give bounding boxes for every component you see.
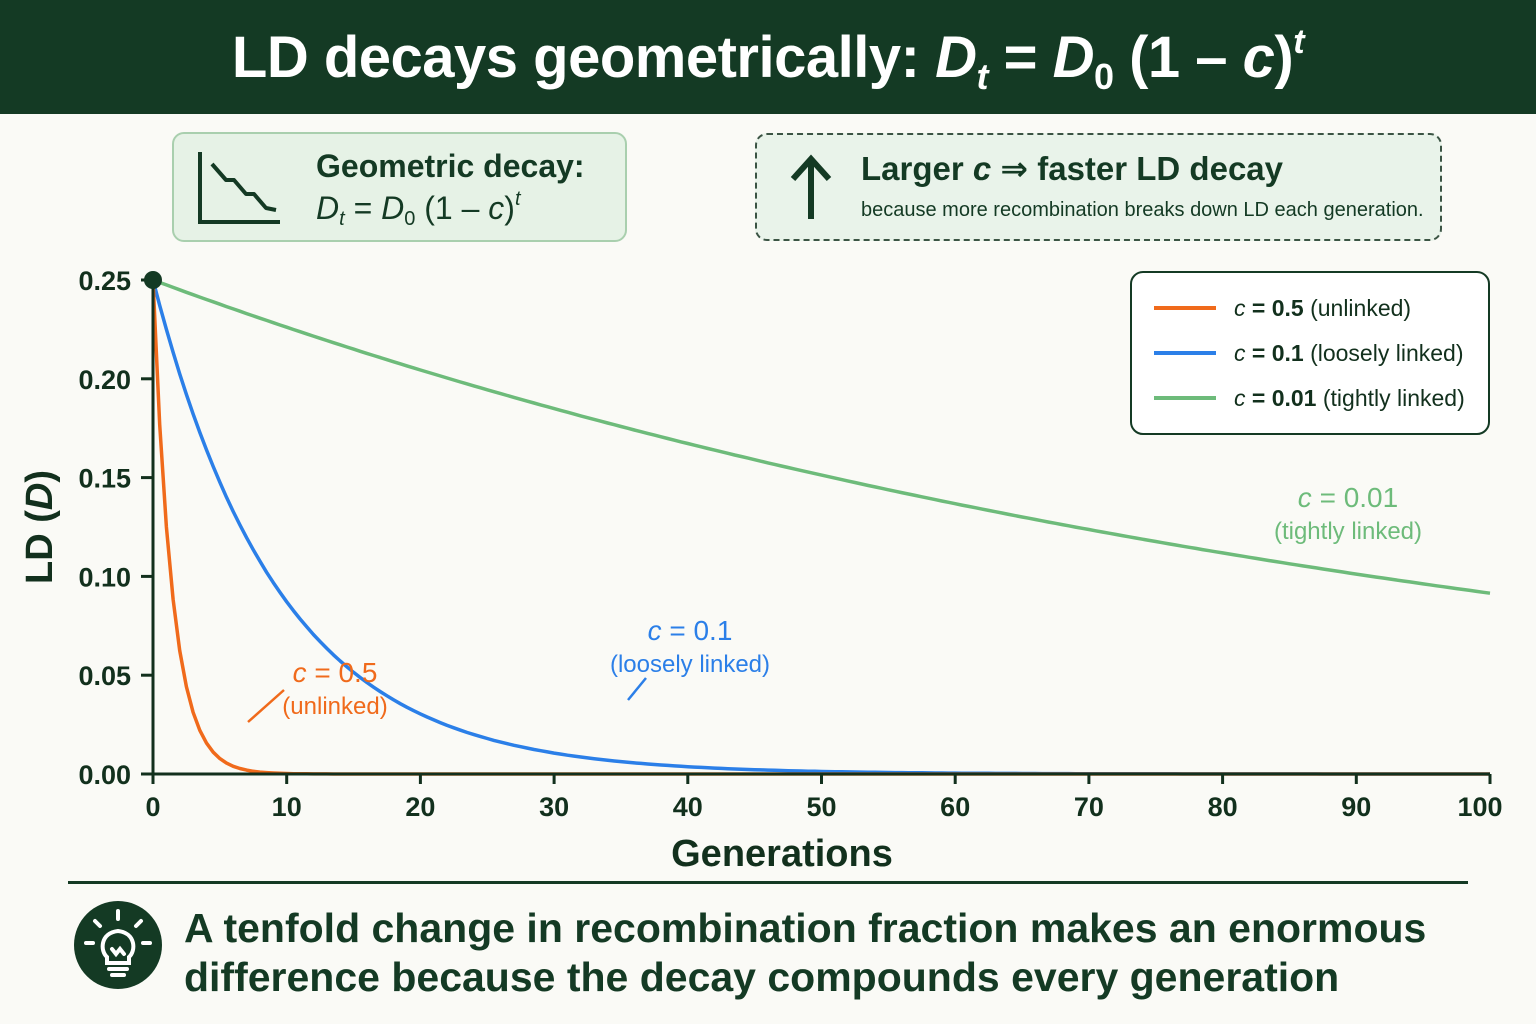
title-banner: LD decays geometrically: Dt = D0 (1 – c)…	[0, 0, 1536, 114]
series-label-name: c = 0.1	[648, 615, 733, 646]
label-leader-line	[627, 677, 647, 701]
formula-var-d: D	[316, 190, 340, 226]
x-tick-label: 90	[1341, 792, 1371, 822]
legend-box	[1130, 271, 1490, 435]
series-label-note: (tightly linked)	[1274, 518, 1422, 545]
x-tick-label: 0	[145, 792, 160, 822]
x-tick-label: 70	[1074, 792, 1104, 822]
formula-close: )	[504, 190, 515, 226]
insight-head-suffix: ⇒ faster LD decay	[991, 150, 1283, 187]
insight-heading: Larger c ⇒ faster LD decay	[861, 149, 1283, 188]
series-line-c-0_01	[152, 278, 1491, 595]
decay-chart-icon	[198, 152, 280, 224]
x-tick-label: 10	[272, 792, 302, 822]
insight-head-c: c	[972, 150, 992, 187]
lightbulb-badge	[74, 901, 162, 989]
y-tick-label: 0.00	[78, 760, 131, 790]
ld-decay-chart: 0 10 20 30 40 50 60 70 80 90 100 0.00 0.05 0.10 0.15 0.…	[19, 266, 1503, 875]
y-tick-label: 0.10	[78, 562, 131, 592]
title-paren: (1 –	[1113, 24, 1243, 90]
formula-eq: =	[344, 190, 382, 226]
y-tick-label: 0.25	[78, 266, 131, 296]
x-tick-label: 60	[940, 792, 970, 822]
formula-label: Geometric decay:	[316, 148, 585, 184]
takeaway-text: A tenfold change in recombination fracti…	[184, 905, 1427, 1000]
formula-sup-t: t	[514, 188, 521, 210]
insight-card: Larger c ⇒ faster LD decay because more …	[755, 133, 1442, 241]
title-var-c: c	[1242, 24, 1275, 90]
title-sup-t: t	[1293, 22, 1305, 61]
x-tick-label: 50	[806, 792, 836, 822]
x-tick-label: 30	[539, 792, 569, 822]
labels-layer: c = 0.5 (unlinked) c = 0.1 (loosely linked)…	[247, 482, 1422, 723]
formula-sub-0: 0	[404, 208, 416, 230]
title-var-d: D	[935, 24, 977, 90]
x-tick-label: 20	[405, 792, 435, 822]
x-axis-title: Generations	[671, 833, 893, 875]
title-prefix: LD decays geometrically:	[231, 24, 936, 90]
lightbulb-icon	[84, 909, 152, 977]
y-tick-label: 0.05	[78, 661, 131, 691]
arrow-up-icon	[790, 154, 832, 219]
series-label-name: c = 0.01	[1298, 482, 1398, 513]
x-tick-label: 80	[1208, 792, 1238, 822]
x-tick-label: 40	[673, 792, 703, 822]
legend-entry: c = 0.1 (loosely linked)	[1234, 340, 1463, 366]
formula-expression: Dt = D0 (1 – c)t	[316, 188, 521, 230]
title-close: )	[1274, 24, 1294, 90]
title-sub-t: t	[976, 55, 988, 97]
chart-legend: c = 0.5 (unlinked) c = 0.1 (loosely linke…	[1130, 271, 1490, 435]
y-axis-title: LD (D)	[19, 470, 61, 584]
legend-entry: c = 0.01 (tightly linked)	[1234, 385, 1465, 411]
insight-head-prefix: Larger	[861, 150, 973, 187]
title-sub-0: 0	[1093, 55, 1114, 97]
y-tick-label: 0.15	[78, 464, 131, 494]
start-point-marker	[144, 271, 162, 289]
y-tick-label: 0.20	[78, 365, 131, 395]
series-label-name: c = 0.5	[293, 657, 378, 688]
section-divider	[68, 881, 1468, 884]
legend-entry: c = 0.5 (unlinked)	[1234, 295, 1411, 321]
title-var-d0: D	[1052, 24, 1095, 90]
formula-sub-t: t	[339, 208, 345, 230]
x-tick-label: 100	[1457, 792, 1502, 822]
formula-var-c: c	[488, 190, 505, 226]
title-eq: =	[987, 24, 1053, 90]
series-label-note: (loosely linked)	[610, 651, 770, 678]
series-label-note: (unlinked)	[282, 693, 387, 720]
label-leader-line	[247, 689, 285, 723]
page-title: LD decays geometrically: Dt = D0 (1 – c)…	[231, 22, 1305, 95]
formula-paren: (1 –	[415, 190, 489, 226]
insight-subtext: because more recombination breaks down L…	[861, 199, 1424, 221]
axes-layer: 0 10 20 30 40 50 60 70 80 90 100 0.00 0.05 0.10 0.15 0.…	[19, 266, 1503, 875]
formula-var-d0: D	[381, 190, 405, 226]
formula-card: Geometric decay: Dt = D0 (1 – c)t	[172, 132, 627, 242]
